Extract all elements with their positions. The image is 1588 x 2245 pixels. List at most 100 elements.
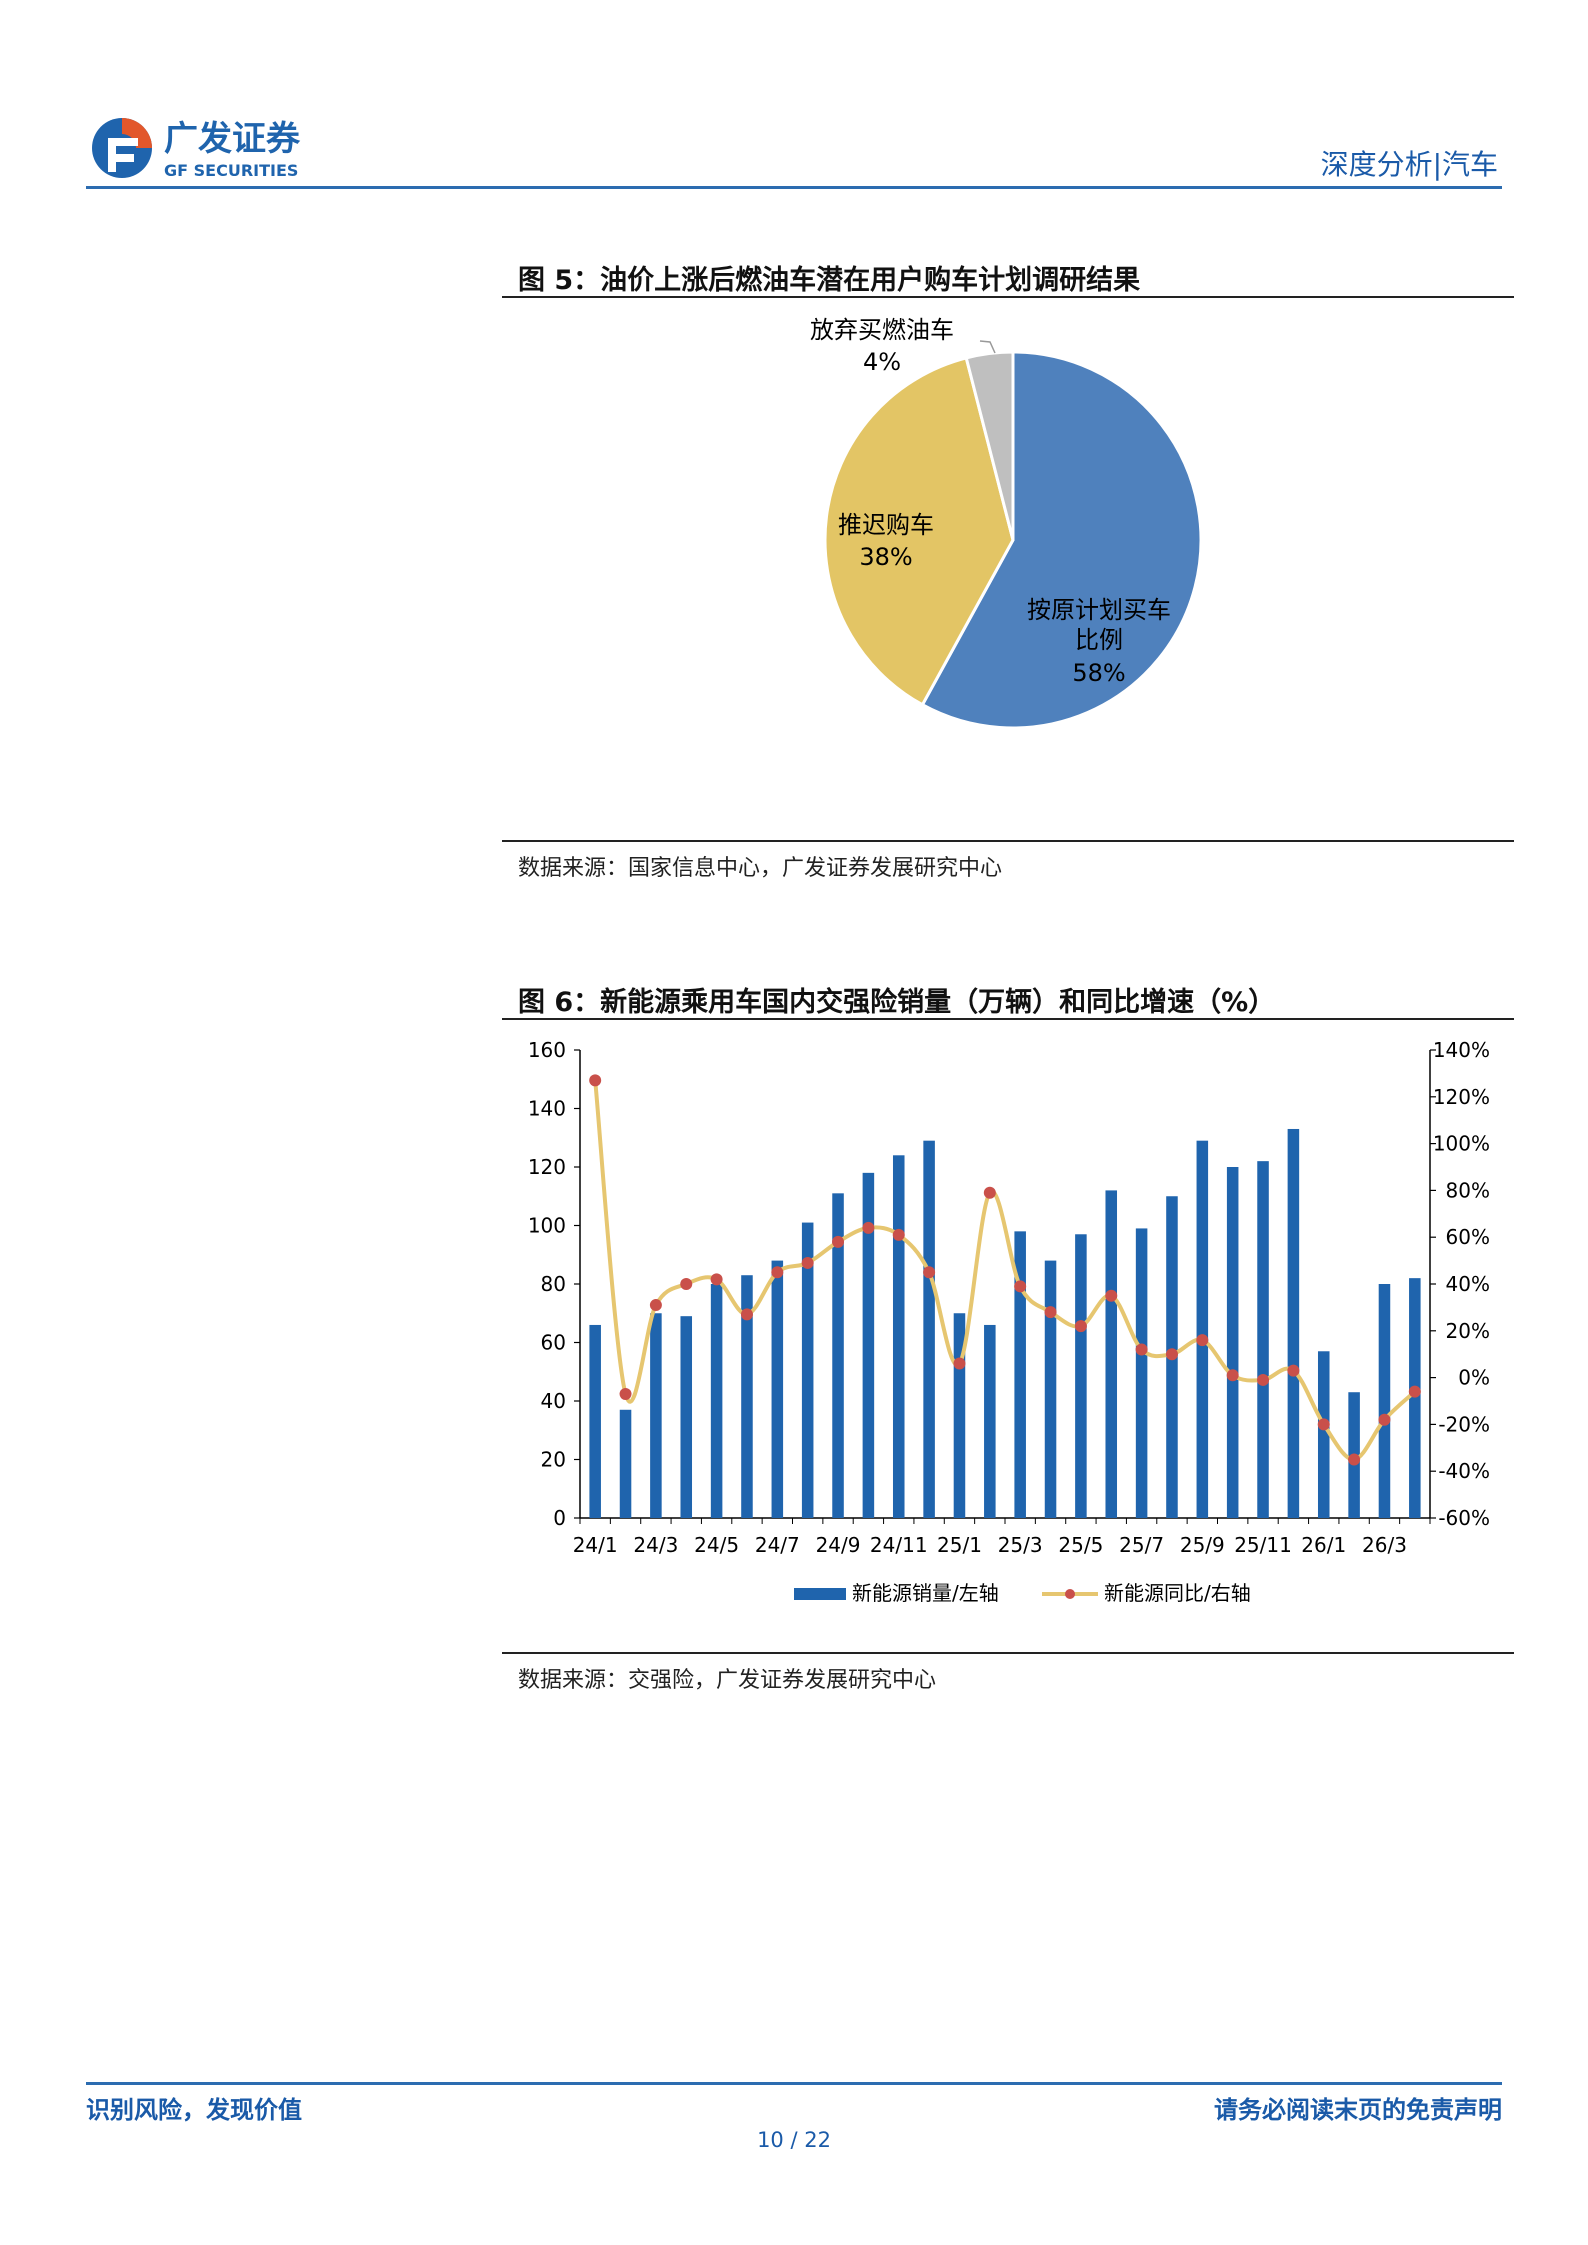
bar-24-7 [771, 1260, 784, 1518]
left-tick-label: 20 [541, 1448, 566, 1472]
yoy-marker-25-6 [1105, 1289, 1118, 1302]
logo-cn: 广发证券 [164, 119, 301, 159]
x-tick-label: 24/1 [573, 1533, 618, 1557]
right-tick-label: 40% [1446, 1272, 1490, 1296]
right-tick-label: 20% [1446, 1319, 1490, 1343]
yoy-marker-25-11 [1257, 1373, 1270, 1386]
left-tick-label: 0 [553, 1506, 566, 1530]
yoy-marker-25-3 [1014, 1280, 1027, 1293]
x-tick-label: 26/3 [1362, 1533, 1407, 1557]
x-tick-label: 24/5 [694, 1533, 739, 1557]
footer-disclaimer-link[interactable]: 请务必阅读末页的免责声明 [1214, 2096, 1502, 2124]
yoy-marker-25-4 [1044, 1306, 1057, 1319]
yoy-marker-25-8 [1165, 1348, 1178, 1361]
right-tick-label: 140% [1433, 1038, 1490, 1062]
combo-chart: 0 20 40 60 80 100 120 140 160 -60% -40% -20% 0% 20% 40… [528, 1038, 1490, 1605]
yoy-marker-24-2 [619, 1387, 632, 1400]
bar-25-10 [1226, 1167, 1239, 1518]
bar-24-4 [680, 1316, 693, 1518]
yoy-marker-26-2 [1348, 1453, 1361, 1466]
gf-logo: 广发证券 GF SECURITIES [86, 110, 346, 190]
yoy-marker-26-3 [1378, 1413, 1391, 1426]
x-tick-label: 25/7 [1119, 1533, 1164, 1557]
pie-slice-abandon [964, 350, 1015, 541]
bar-24-11 [892, 1155, 905, 1518]
x-tick-label: 24/7 [755, 1533, 800, 1557]
yoy-marker-24-7 [771, 1266, 784, 1279]
bar-24-3 [650, 1313, 662, 1518]
x-tick-label: 25/11 [1234, 1533, 1292, 1557]
figure5-top-rule [502, 296, 1514, 298]
bar-24-10 [862, 1172, 875, 1518]
bar-25-7 [1135, 1228, 1148, 1518]
legend-swatch-marker [1065, 1589, 1075, 1599]
right-tick-label: -40% [1438, 1459, 1490, 1483]
bar-25-9 [1196, 1140, 1209, 1518]
yoy-marker-24-9 [832, 1235, 845, 1248]
pie-label-delay: 推迟购车 [838, 511, 934, 539]
pie-slice-plan [920, 350, 1203, 730]
bar-24-12 [923, 1140, 935, 1518]
logo-en: GF SECURITIES [164, 161, 298, 180]
right-tick-label: 100% [1433, 1132, 1490, 1156]
figure6-top-rule [502, 1018, 1514, 1020]
left-tick-label: 100 [528, 1214, 566, 1238]
pie-value-plan: 58% [1072, 659, 1125, 687]
right-tick-label: -60% [1438, 1506, 1490, 1530]
x-tick-label: 25/1 [937, 1533, 982, 1557]
pie-value-delay: 38% [859, 543, 912, 571]
yoy-marker-24-8 [801, 1256, 814, 1269]
legend-swatch-bar [794, 1588, 846, 1600]
yoy-marker-25-7 [1135, 1343, 1148, 1356]
bar-25-11 [1257, 1161, 1269, 1518]
right-tick-label: 80% [1446, 1178, 1490, 1202]
bar-24-6 [741, 1275, 753, 1518]
pie-label-abandon: 放弃买燃油车 [810, 316, 954, 344]
header-divider [86, 186, 1502, 189]
x-tick-label: 26/1 [1301, 1533, 1346, 1557]
yoy-marker-24-11 [892, 1228, 905, 1241]
yoy-marker-25-12 [1287, 1364, 1300, 1377]
left-tick-label: 60 [541, 1331, 566, 1355]
x-tick-label: 25/5 [1058, 1533, 1103, 1557]
yoy-marker-24-6 [740, 1308, 753, 1321]
header-tag: 深度分析|汽车 [1320, 148, 1498, 181]
left-tick-label: 160 [528, 1038, 566, 1062]
bar-24-1 [589, 1324, 601, 1518]
yoy-marker-25-5 [1074, 1320, 1087, 1333]
legend-label-line: 新能源同比/右轴 [1104, 1581, 1251, 1605]
bar-25-2 [984, 1324, 996, 1518]
yoy-marker-24-10 [862, 1221, 875, 1234]
page-number: 10 / 22 [757, 2128, 831, 2152]
figure5-source: 数据来源：国家信息中心，广发证券发展研究中心 [518, 856, 1003, 881]
yoy-marker-24-5 [710, 1273, 723, 1286]
footer-divider [86, 2082, 1502, 2085]
yoy-marker-24-12 [923, 1266, 936, 1279]
right-tick-label: 60% [1446, 1225, 1490, 1249]
left-tick-label: 40 [541, 1389, 566, 1413]
yoy-marker-24-3 [649, 1299, 662, 1312]
yoy-marker-25-2 [983, 1186, 996, 1199]
footer-slogan: 识别风险，发现价值 [86, 2096, 302, 2124]
bar-26-1 [1317, 1351, 1330, 1518]
figure6-source: 数据来源：交强险，广发证券发展研究中心 [518, 1668, 937, 1693]
pie-value-abandon: 4% [863, 348, 901, 376]
legend-label-bar: 新能源销量/左轴 [852, 1581, 999, 1605]
x-tick-label: 24/3 [633, 1533, 678, 1557]
pie-chart: 按原计划买车 比例 58% 推迟购车 38% 放弃买燃油车 4% [810, 316, 1203, 730]
figure5-bottom-rule [502, 840, 1514, 842]
x-tick-label: 24/9 [816, 1533, 861, 1557]
x-tick-label: 24/11 [870, 1533, 928, 1557]
yoy-marker-25-1 [953, 1357, 966, 1370]
bar-24-8 [801, 1222, 814, 1518]
bar-24-2 [619, 1409, 632, 1518]
left-tick-label: 140 [528, 1097, 566, 1121]
right-tick-label: 0% [1458, 1366, 1490, 1390]
bar-25-5 [1075, 1234, 1087, 1518]
bar-24-5 [710, 1284, 723, 1518]
pie-label-plan-line1: 按原计划买车 [1027, 596, 1171, 624]
bar-26-3 [1378, 1284, 1391, 1518]
bar-25-3 [1014, 1231, 1026, 1518]
right-tick-label: 120% [1433, 1085, 1490, 1109]
bar-25-4 [1044, 1260, 1057, 1518]
